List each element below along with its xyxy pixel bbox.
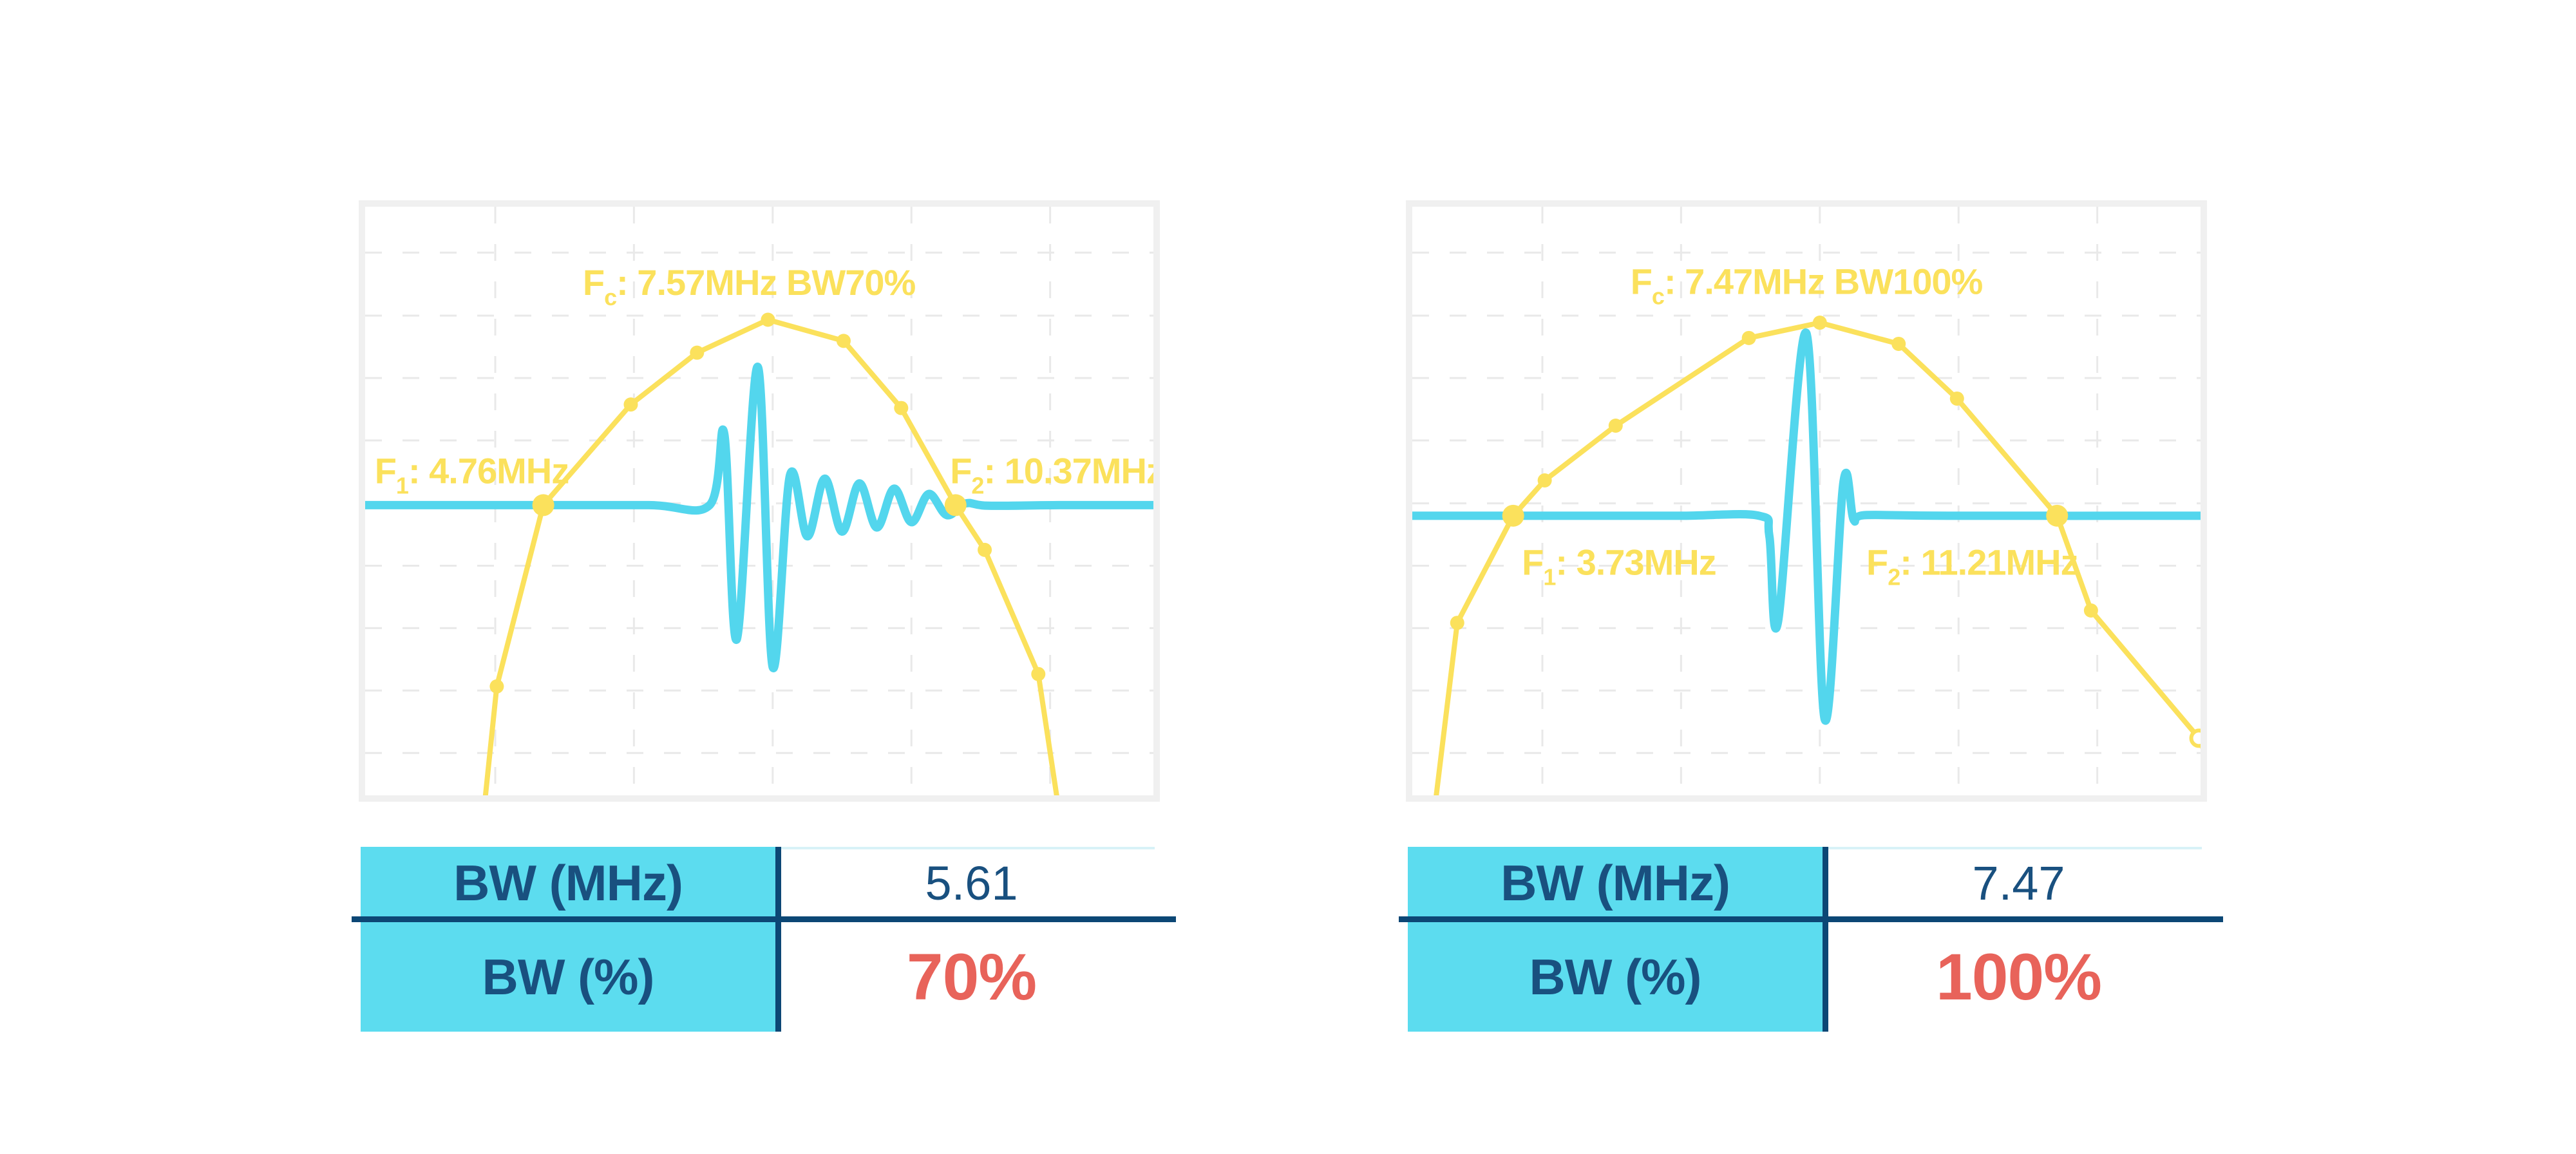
table-label-column-background: [1408, 847, 1825, 1032]
spectrum-data-marker: [1949, 391, 1964, 406]
spectrum-chart-70pct: Fc: 7.57MHz BW70% F1: 4.76MHz F2: 10.37MHz: [359, 200, 1164, 802]
spectrum-plot: Fc: 7.57MHz BW70% F1: 4.76MHz F2: 10.37MHz: [359, 200, 1164, 802]
row-label-bw-mhz: BW (MHz): [453, 854, 683, 911]
value-column-top-border: [781, 847, 1155, 849]
table-column-divider: [775, 847, 781, 1032]
spectrum-data-marker: [1741, 330, 1756, 345]
spectrum-curve: [482, 317, 1059, 795]
spectrum-data-marker: [489, 679, 504, 694]
spectrum-data-marker: [623, 397, 638, 412]
annotation-f1: F1: 4.76MHz: [375, 451, 569, 499]
value-column-top-border: [1828, 847, 2202, 849]
spectrum-data-marker: [761, 312, 775, 327]
spectrum-data-marker: [1812, 316, 1827, 330]
table-label-column-background: [361, 847, 778, 1032]
row-label-bw-pct: BW (%): [482, 948, 655, 1005]
row-label-bw-pct: BW (%): [1529, 948, 1702, 1005]
spectrum-data-marker: [1537, 473, 1552, 488]
spectrum-data-marker: [836, 334, 851, 348]
pulse-waveform: [365, 363, 1153, 673]
spectrum-data-marker: [978, 542, 992, 557]
table-row-divider: [1399, 916, 2223, 922]
spectrum-data-marker: [2083, 603, 2098, 618]
bandwidth-table-100pct: BW (MHz) 7.47 BW (%) 100%: [1399, 847, 2223, 1032]
spectrum-plot: Fc: 7.47MHz BW100% F1: 3.73MHz F2: 11.21MH…: [1406, 200, 2207, 802]
spectrum-markers: [489, 312, 1046, 694]
spectrum-open-marker: [2189, 728, 2201, 748]
cutoff-frequency-marker: [2046, 504, 2069, 527]
spectrum-chart-100pct: Fc: 7.47MHz BW100% F1: 3.73MHz F2: 11.21MH…: [1406, 200, 2207, 802]
cutoff-frequency-marker: [1502, 504, 1524, 527]
row-value-bw-mhz: 5.61: [925, 856, 1018, 910]
row-value-bw-pct: 70%: [906, 940, 1037, 1014]
annotation-f2: F2: 10.37MHz: [950, 451, 1160, 499]
annotation-f1: F1: 3.73MHz: [1522, 542, 1716, 590]
bandwidth-table-70pct: BW (MHz) 5.61 BW (%) 70%: [352, 847, 1176, 1032]
spectrum-data-marker: [1031, 667, 1046, 681]
spectrum-data-marker: [690, 345, 705, 360]
row-value-bw-pct: 100%: [1936, 940, 2102, 1014]
annotation-f2: F2: 11.21MHz: [1866, 542, 2078, 590]
annotation-fc: Fc: 7.57MHz BW70%: [583, 262, 916, 310]
row-label-bw-mhz: BW (MHz): [1501, 854, 1730, 911]
row-value-bw-mhz: 7.47: [1972, 856, 2065, 910]
spectrum-data-marker: [1450, 616, 1464, 630]
table-row-divider: [352, 916, 1176, 922]
cutoff-frequency-marker: [944, 494, 967, 516]
spectrum-markers: [1450, 316, 2201, 748]
table-column-divider: [1823, 847, 1828, 1032]
plot-background: [1406, 200, 2207, 802]
plot-border: [359, 200, 1160, 802]
cutoff-frequency-marker: [532, 494, 554, 516]
annotation-fc: Fc: 7.47MHz BW100%: [1631, 261, 1983, 309]
plot-border: [1406, 200, 2207, 802]
spectrum-data-marker: [1891, 336, 1906, 351]
spectrum-data-marker: [1608, 419, 1623, 433]
pulse-waveform: [1412, 328, 2201, 725]
spectrum-data-marker: [894, 401, 909, 415]
